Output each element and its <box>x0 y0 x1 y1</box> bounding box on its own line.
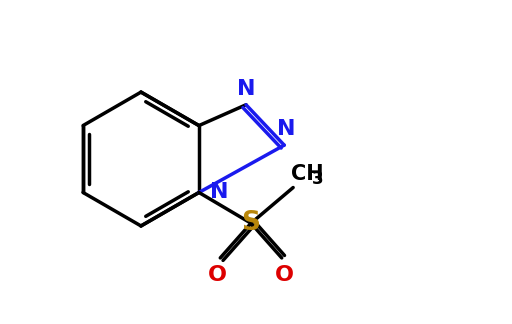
Text: S: S <box>242 210 261 236</box>
Text: N: N <box>210 182 228 202</box>
Text: O: O <box>275 265 294 285</box>
Text: N: N <box>237 79 255 99</box>
Text: 3: 3 <box>312 169 324 188</box>
Text: N: N <box>278 119 296 139</box>
Text: O: O <box>208 265 227 285</box>
Text: CH: CH <box>291 164 323 184</box>
